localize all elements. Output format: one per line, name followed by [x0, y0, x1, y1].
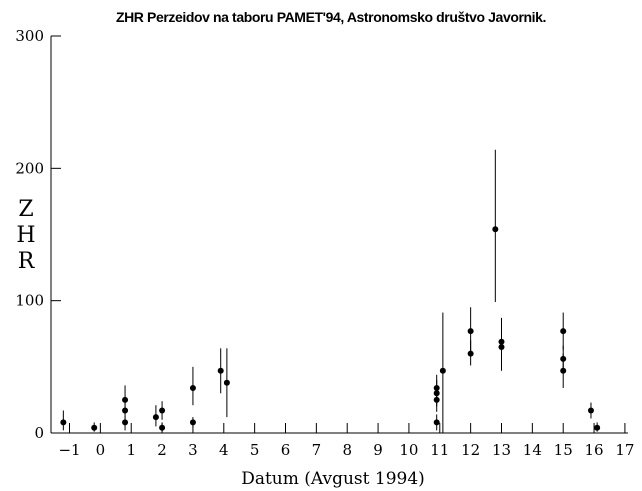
- x-tick-label: 6: [281, 441, 291, 459]
- y-tick-label: 0: [34, 424, 44, 442]
- data-point: [159, 424, 166, 431]
- y-tick-label: 300: [15, 27, 44, 45]
- data-points: [60, 149, 601, 433]
- x-tick-label: 7: [312, 441, 322, 459]
- data-point: [159, 407, 166, 414]
- y-label-letter-r: R: [18, 249, 36, 274]
- y-tick-label: 100: [15, 292, 44, 310]
- x-tick-label: 14: [523, 441, 542, 459]
- x-tick-label: 17: [615, 441, 634, 459]
- x-tick-label: 8: [342, 441, 352, 459]
- x-tick-label: 9: [373, 441, 383, 459]
- x-tick-label: 12: [461, 441, 480, 459]
- data-point: [152, 414, 159, 421]
- data-point: [587, 407, 594, 414]
- y-label-letter-z: Z: [18, 197, 33, 222]
- x-tick-label: 5: [250, 441, 260, 459]
- data-point: [91, 424, 98, 431]
- x-tick-label: 0: [96, 441, 106, 459]
- x-tick-label: 13: [492, 441, 511, 459]
- x-tick-label: 16: [585, 441, 604, 459]
- data-point: [189, 419, 196, 426]
- x-tick-label: 4: [219, 441, 229, 459]
- x-tick-label: 3: [188, 441, 198, 459]
- data-point: [492, 226, 499, 233]
- x-tick-label: 11: [430, 441, 449, 459]
- data-point: [122, 407, 129, 414]
- chart-title: ZHR Perzeidov na taboru PAMET'94, Astron…: [116, 9, 546, 25]
- data-point: [223, 379, 230, 386]
- y-tick-label: 200: [15, 159, 44, 177]
- y-label-letter-h: H: [16, 223, 35, 248]
- data-point: [433, 419, 440, 426]
- data-point: [439, 367, 446, 374]
- data-point: [60, 419, 67, 426]
- data-point: [433, 396, 440, 403]
- x-tick-label: 15: [554, 441, 573, 459]
- data-point: [467, 350, 474, 357]
- x-tick-label: 2: [157, 441, 167, 459]
- x-tick-label: −1: [58, 441, 80, 459]
- x-axis-label: Datum (Avgust 1994): [241, 469, 425, 489]
- data-point: [122, 419, 129, 426]
- y-axis-label: Z H R: [16, 197, 35, 274]
- data-point: [594, 424, 601, 431]
- data-point: [467, 328, 474, 335]
- data-point: [189, 385, 196, 392]
- data-point: [560, 367, 567, 374]
- data-point: [560, 328, 567, 335]
- data-point: [217, 367, 224, 374]
- x-ticks: −1 0 1 2 3 4 5 6 7 8 9 10 11 12 13 14 15 16 17: [58, 423, 634, 459]
- x-tick-label: 10: [399, 441, 418, 459]
- data-point: [498, 343, 505, 350]
- y-ticks: 0 100 200 300: [15, 27, 61, 442]
- x-tick-label: 1: [126, 441, 136, 459]
